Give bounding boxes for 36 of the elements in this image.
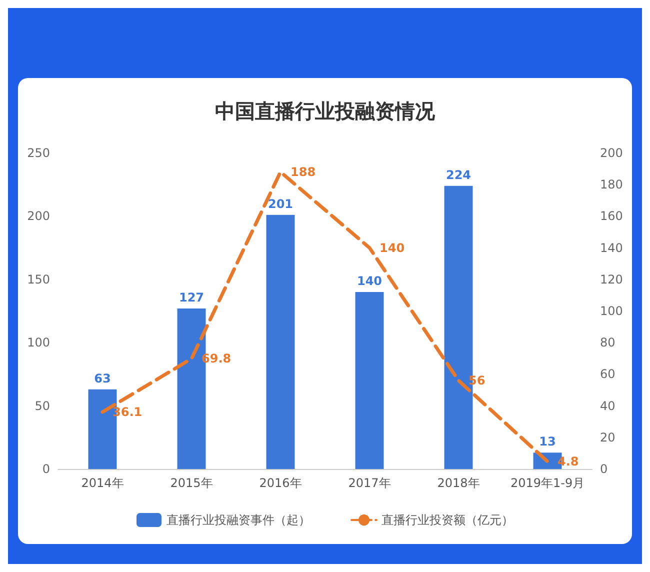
x-tick-label: 2017年 [348,476,391,490]
y2-tick-label: 180 [600,178,623,192]
y-tick-label: 100 [27,336,50,350]
y-tick-label: 250 [27,146,50,160]
y2-tick-label: 0 [600,462,608,476]
y2-tick-label: 60 [600,367,616,382]
y-tick-label: 150 [27,272,50,286]
data-label: 63 [94,371,111,386]
data-label: 13 [539,434,556,449]
bar [355,292,384,469]
y2-tick-label: 160 [600,209,623,224]
data-label: 127 [178,290,204,304]
x-tick-label: 2014年 [81,476,124,490]
y2-tick-label: 200 [600,146,623,160]
data-label: 188 [290,164,316,179]
data-label: 224 [446,168,472,182]
x-tick-label: 2016年 [259,476,302,490]
y2-tick-label: 20 [600,430,616,444]
legend-label: 直播行业投资额（亿元） [382,513,514,527]
y-tick-label: 200 [27,209,50,224]
bar [266,214,295,469]
y2-tick-label: 80 [600,336,616,350]
x-tick-label: 2015年 [170,476,213,490]
x-tick-label: 2019年1-9月 [510,476,585,490]
y-tick-label: 50 [34,398,50,413]
data-label: 201 [268,196,294,211]
y2-tick-label: 120 [600,272,623,286]
data-label: 140 [380,240,405,255]
x-tick-label: 2018年 [437,476,480,490]
chart-title: 中国直播行业投融资情况 [215,99,436,123]
legend-label: 直播行业投融资事件（起） [166,513,310,527]
data-label: 140 [356,274,382,288]
y2-tick-label: 100 [600,304,623,318]
y2-tick-label: 140 [600,240,623,255]
y-tick-label: 0 [42,462,50,476]
y2-tick-label: 40 [600,398,616,413]
